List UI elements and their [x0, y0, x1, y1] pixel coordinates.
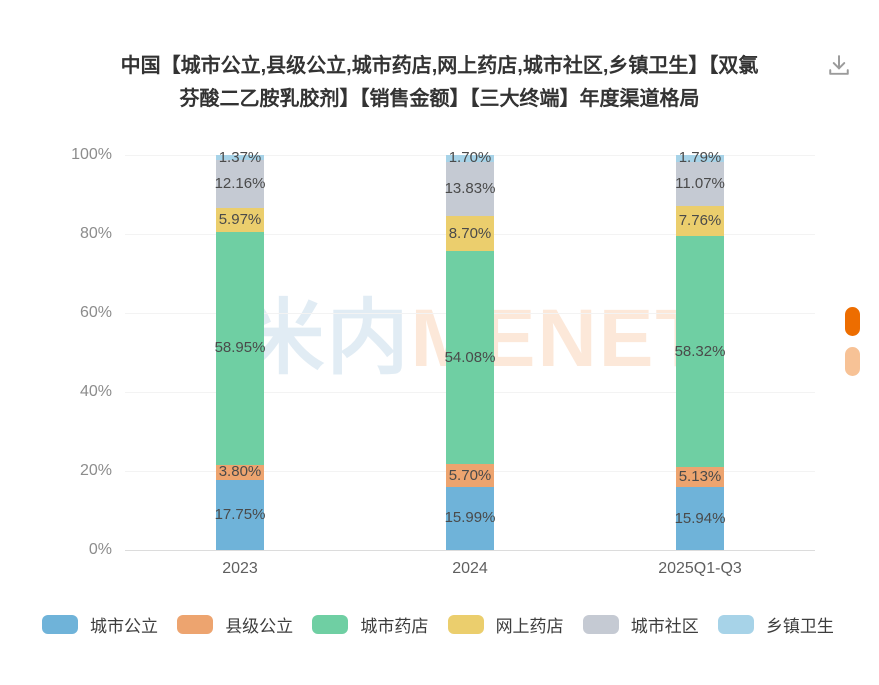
bar-value-label-2023-城市药店: 58.95% [214, 339, 266, 357]
legend-label: 城市药店 [360, 617, 429, 636]
bar-segment-2023-网上药店 [216, 208, 264, 233]
legend-swatch-icon [447, 615, 484, 634]
bar-value-label-2024-网上药店: 8.70% [448, 224, 492, 242]
y-axis-tick-40%: 40% [79, 383, 112, 400]
bar-value-label-2024-乡镇卫生: 1.70% [448, 149, 492, 167]
bar-segment-2024-城市社区 [446, 161, 494, 217]
legend-item-县级公立[interactable]: 县级公立 [177, 612, 293, 637]
bar-segment-2025Q1-Q3-城市药店 [676, 236, 724, 467]
legend-swatch-icon [312, 615, 349, 634]
bar-value-label-2024-县级公立: 5.70% [448, 466, 492, 484]
y-axis-tick-60%: 60% [79, 304, 112, 321]
bar-value-label-2025Q1-Q3-县级公立: 5.13% [678, 467, 722, 485]
bar-value-label-2024-城市社区: 13.83% [444, 180, 496, 198]
legend-item-城市社区[interactable]: 城市社区 [582, 612, 699, 637]
y-axis-tick-0%: 0% [88, 541, 112, 558]
bar-segment-2025Q1-Q3-城市社区 [676, 162, 724, 206]
bar-value-label-2025Q1-Q3-乡镇卫生: 1.79% [678, 149, 722, 167]
bar-segment-2025Q1-Q3-县级公立 [676, 466, 724, 488]
x-axis-tick-2025Q1-Q3: 2025Q1-Q3 [658, 560, 742, 577]
bar-segment-2025Q1-Q3-网上药店 [676, 205, 724, 237]
legend-swatch-icon [42, 615, 78, 634]
bar-segment-2024-网上药店 [446, 216, 494, 251]
chart-legend: 城市公立 县级公立 城市药店 网上药店 城市社区 乡镇卫生 [42, 612, 834, 637]
chart-title: 中国【城市公立,县级公立,城市药店,网上药店,城市社区,乡镇卫生】【双氯 芬酸二… [0, 50, 879, 116]
bar-value-label-2025Q1-Q3-城市药店: 58.32% [674, 342, 726, 360]
legend-swatch-icon [582, 615, 619, 634]
bar-segment-2023-乡镇卫生 [216, 155, 264, 161]
legend-item-城市药店[interactable]: 城市药店 [312, 612, 428, 637]
legend-item-乡镇卫生[interactable]: 乡镇卫生 [717, 612, 834, 637]
bar-segment-2024-城市药店 [446, 250, 494, 465]
y-axis-tick-80%: 80% [79, 225, 112, 242]
legend-item-网上药店[interactable]: 网上药店 [447, 612, 564, 637]
bar-segment-2024-县级公立 [446, 464, 494, 487]
legend-item-城市公立[interactable]: 城市公立 [42, 612, 158, 637]
legend-label: 城市社区 [630, 617, 699, 636]
bar-value-label-2024-城市药店: 54.08% [444, 348, 496, 366]
bar-segment-2023-城市社区 [216, 160, 264, 209]
legend-label: 乡镇卫生 [765, 617, 834, 636]
y-axis-tick-100%: 100% [71, 146, 112, 163]
bar-segment-2024-乡镇卫生 [446, 155, 494, 162]
bar-segment-2023-县级公立 [216, 464, 264, 480]
bar-value-label-2024-城市公立: 15.99% [444, 509, 496, 527]
x-axis-tick-2023: 2023 [222, 560, 258, 577]
bar-value-label-2023-县级公立: 3.80% [218, 463, 262, 481]
legend-label: 城市公立 [90, 617, 158, 636]
bar-segment-2023-城市药店 [216, 232, 264, 465]
bar-value-label-2023-网上药店: 5.97% [218, 211, 262, 229]
watermark-cn: 米内 [242, 293, 411, 384]
bar-segment-2025Q1-Q3-乡镇卫生 [676, 154, 724, 163]
bar-value-label-2023-城市公立: 17.75% [214, 505, 266, 523]
bar-value-label-2025Q1-Q3-城市公立: 15.94% [674, 509, 726, 527]
y-axis-tick-20%: 20% [79, 462, 112, 479]
bar-segment-2025Q1-Q3-城市公立 [676, 487, 724, 550]
legend-label: 县级公立 [225, 617, 294, 636]
scrollbar-thumb-inactive[interactable] [845, 347, 860, 376]
legend-swatch-icon [177, 615, 214, 634]
chart-title-line1: 中国【城市公立,县级公立,城市药店,网上药店,城市社区,乡镇卫生】【双氯 [120, 55, 759, 77]
bar-value-label-2023-城市社区: 12.16% [214, 175, 266, 193]
bar-value-label-2025Q1-Q3-网上药店: 7.76% [678, 212, 722, 230]
legend-label: 网上药店 [495, 617, 564, 636]
x-axis-tick-2024: 2024 [452, 560, 488, 577]
bar-value-label-2023-乡镇卫生: 1.37% [218, 148, 262, 166]
download-icon[interactable] [825, 52, 853, 80]
scrollbar-thumb-active[interactable] [845, 307, 860, 336]
bar-segment-2024-城市公立 [446, 486, 494, 550]
bar-segment-2023-城市公立 [216, 479, 264, 550]
bar-value-label-2025Q1-Q3-城市社区: 11.07% [675, 174, 725, 192]
chart-title-line2: 芬酸二乙胺乳胶剂】【销售金额】【三大终端】年度渠道格局 [179, 88, 700, 110]
legend-swatch-icon [717, 615, 754, 634]
gridline-0% [125, 550, 815, 551]
